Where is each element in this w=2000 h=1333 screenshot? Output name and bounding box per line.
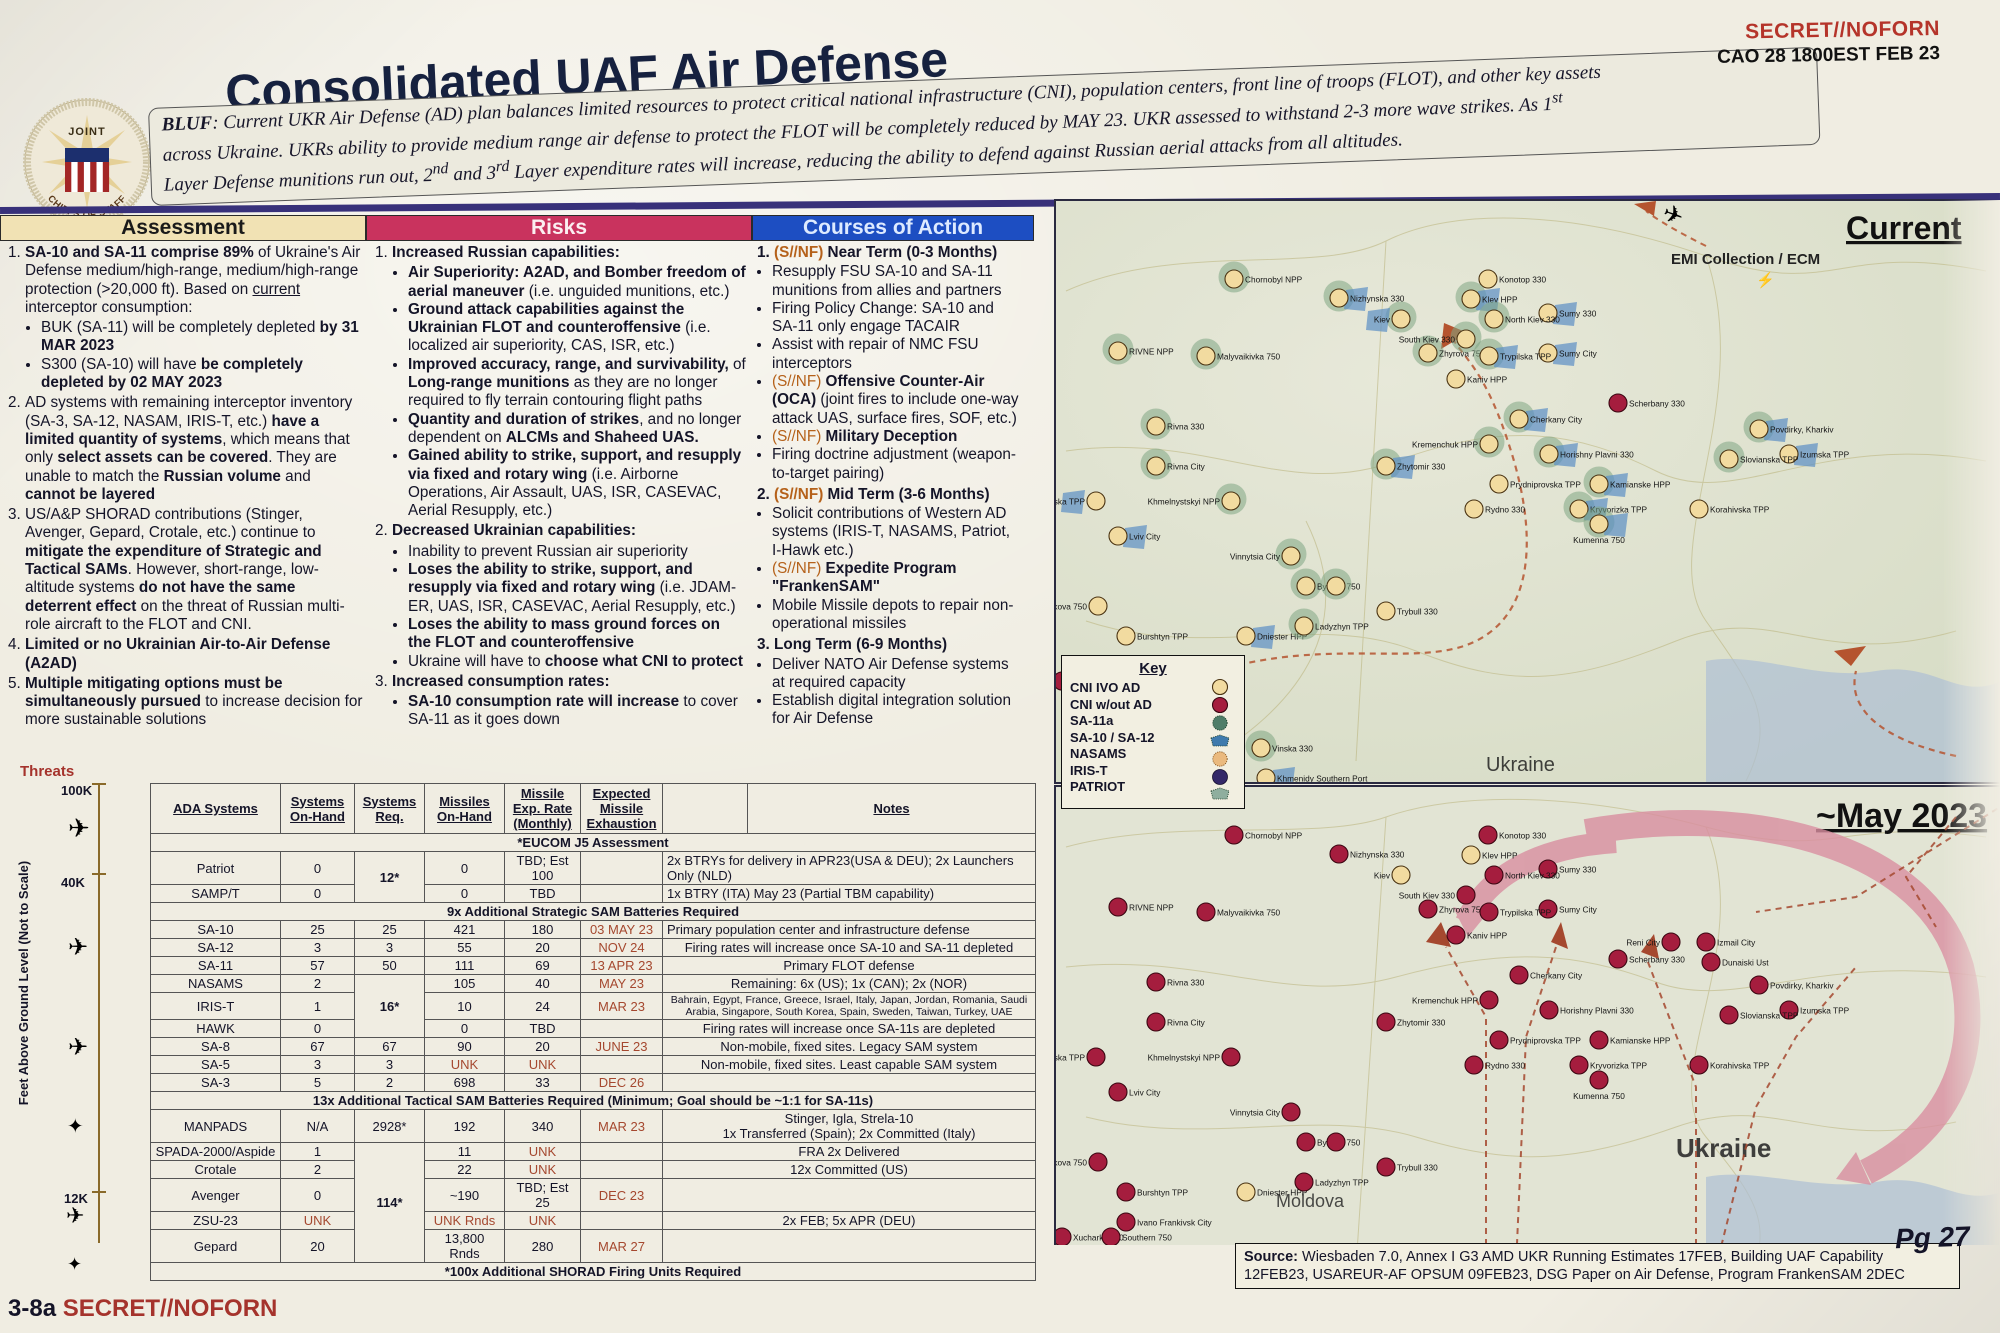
svg-text:North Kiev 330: North Kiev 330 xyxy=(1505,871,1560,881)
svg-text:Burshtyn TPP: Burshtyn TPP xyxy=(1137,1188,1188,1198)
svg-text:Znachkova 750: Znachkova 750 xyxy=(1056,602,1087,612)
svg-text:Kiev: Kiev xyxy=(1374,871,1391,881)
svg-text:Lviv City: Lviv City xyxy=(1129,532,1161,542)
svg-text:Izumska TPP: Izumska TPP xyxy=(1800,1006,1850,1016)
svg-text:Trybull 330: Trybull 330 xyxy=(1397,607,1438,617)
svg-text:Zhyrova 750: Zhyrova 750 xyxy=(1439,905,1486,915)
svg-text:Scherbany 330: Scherbany 330 xyxy=(1629,399,1685,409)
svg-text:Rivna 330: Rivna 330 xyxy=(1167,978,1205,988)
svg-text:Ukraine: Ukraine xyxy=(1486,754,1555,776)
svg-text:Zhytomir 330: Zhytomir 330 xyxy=(1397,462,1446,472)
svg-text:Kamianske HPP: Kamianske HPP xyxy=(1610,480,1671,490)
svg-text:Kaniv HPP: Kaniv HPP xyxy=(1467,931,1508,941)
svg-text:Malyvaikivka 750: Malyvaikivka 750 xyxy=(1217,352,1281,362)
svg-text:Kryvorizka TPP: Kryvorizka TPP xyxy=(1590,1061,1647,1071)
svg-text:Khmelnystskyi NPP: Khmelnystskyi NPP xyxy=(1148,497,1221,507)
svg-text:Kumenna 750: Kumenna 750 xyxy=(1573,535,1625,545)
svg-text:Rivna City: Rivna City xyxy=(1167,462,1206,472)
svg-text:Sumy City: Sumy City xyxy=(1559,905,1598,915)
svg-text:RIVNE NPP: RIVNE NPP xyxy=(1129,903,1174,913)
svg-text:~May 2023: ~May 2023 xyxy=(1816,797,1987,835)
svg-text:Rivna City: Rivna City xyxy=(1167,1018,1206,1028)
svg-text:Sumy City: Sumy City xyxy=(1559,349,1598,359)
svg-text:Sumy 330: Sumy 330 xyxy=(1559,865,1597,875)
svg-text:Povdirky, Kharkiv: Povdirky, Kharkiv xyxy=(1770,981,1834,991)
svg-text:Vinnytsia City: Vinnytsia City xyxy=(1230,552,1281,562)
svg-text:Kumenna 750: Kumenna 750 xyxy=(1573,1091,1625,1101)
svg-text:Rivna 330: Rivna 330 xyxy=(1167,422,1205,432)
svg-text:Nizhynska 330: Nizhynska 330 xyxy=(1350,294,1405,304)
svg-text:Povdirky, Kharkiv: Povdirky, Kharkiv xyxy=(1770,425,1834,435)
svg-text:Kremenchuk HPP: Kremenchuk HPP xyxy=(1412,996,1478,1006)
svg-text:Cherkany City: Cherkany City xyxy=(1530,971,1583,981)
svg-text:Slovianska TPP: Slovianska TPP xyxy=(1740,1011,1799,1021)
svg-text:Trypilska TPP: Trypilska TPP xyxy=(1500,352,1552,362)
svg-text:Kamianske HPP: Kamianske HPP xyxy=(1610,1036,1671,1046)
svg-text:Ladyzhyn TPP: Ladyzhyn TPP xyxy=(1315,622,1369,632)
svg-text:South Kiev 330: South Kiev 330 xyxy=(1399,335,1456,345)
svg-text:Kremenchuk HPP: Kremenchuk HPP xyxy=(1412,440,1478,450)
svg-text:Chornobyl NPP: Chornobyl NPP xyxy=(1245,275,1303,285)
svg-text:Southern 750: Southern 750 xyxy=(1122,1233,1172,1243)
svg-text:Konotop 330: Konotop 330 xyxy=(1499,831,1546,841)
svg-text:Ladyzhyn TPP: Ladyzhyn TPP xyxy=(1315,1178,1369,1188)
svg-text:Korahivska TPP: Korahivska TPP xyxy=(1710,1061,1770,1071)
svg-text:Pobrotvinska TPP: Pobrotvinska TPP xyxy=(1056,497,1085,507)
svg-text:Korahivska TPP: Korahivska TPP xyxy=(1710,505,1770,515)
svg-text:Nizhynska 330: Nizhynska 330 xyxy=(1350,850,1405,860)
svg-text:✈: ✈ xyxy=(1911,782,1933,784)
svg-text:Rydno 330: Rydno 330 xyxy=(1485,505,1526,515)
svg-text:⚡: ⚡ xyxy=(1756,271,1775,289)
svg-text:South Kiev 330: South Kiev 330 xyxy=(1399,891,1456,901)
svg-text:Horishny Plavni 330: Horishny Plavni 330 xyxy=(1560,1006,1634,1016)
svg-text:Izmail City: Izmail City xyxy=(1717,938,1756,948)
svg-text:Lviv City: Lviv City xyxy=(1129,1088,1161,1098)
svg-text:Prydniprovska TPP: Prydniprovska TPP xyxy=(1510,480,1581,490)
svg-text:Burshtyn TPP: Burshtyn TPP xyxy=(1137,632,1188,642)
svg-text:Current: Current xyxy=(1846,210,1962,246)
svg-text:RIVNE NPP: RIVNE NPP xyxy=(1129,347,1174,357)
svg-text:Kaniv HPP: Kaniv HPP xyxy=(1467,375,1508,385)
svg-text:Scherbany 330: Scherbany 330 xyxy=(1629,955,1685,965)
svg-text:Trybull 330: Trybull 330 xyxy=(1397,1163,1438,1173)
svg-text:Cherkany City: Cherkany City xyxy=(1530,415,1583,425)
svg-text:Trypilska TPP: Trypilska TPP xyxy=(1500,908,1552,918)
svg-text:Zhytomir 330: Zhytomir 330 xyxy=(1397,1018,1446,1028)
svg-text:Chornobyl NPP: Chornobyl NPP xyxy=(1245,831,1303,841)
svg-text:Horishny Plavni 330: Horishny Plavni 330 xyxy=(1560,450,1634,460)
svg-text:Dunaiski Ust: Dunaiski Ust xyxy=(1722,958,1769,968)
svg-text:Znachkova 750: Znachkova 750 xyxy=(1056,1158,1087,1168)
svg-text:EMI Collection / ECM: EMI Collection / ECM xyxy=(1671,251,1820,268)
svg-text:Ivano Frankivsk City: Ivano Frankivsk City xyxy=(1137,1218,1213,1228)
svg-text:Khmelnystskyi NPP: Khmelnystskyi NPP xyxy=(1148,1053,1221,1063)
svg-text:Prydniprovska TPP: Prydniprovska TPP xyxy=(1510,1036,1581,1046)
svg-text:Izumska TPP: Izumska TPP xyxy=(1800,450,1850,460)
svg-text:Slovianska TPP: Slovianska TPP xyxy=(1740,455,1799,465)
svg-text:Vinnytsia City: Vinnytsia City xyxy=(1230,1108,1281,1118)
svg-text:Malyvaikivka 750: Malyvaikivka 750 xyxy=(1217,908,1281,918)
svg-text:Vinska 330: Vinska 330 xyxy=(1272,744,1313,754)
svg-text:Reni City: Reni City xyxy=(1626,938,1661,948)
svg-text:North Kiev 330: North Kiev 330 xyxy=(1505,315,1560,325)
svg-text:Klev HPP: Klev HPP xyxy=(1482,851,1518,861)
svg-text:Konotop 330: Konotop 330 xyxy=(1499,275,1546,285)
svg-text:Ukraine: Ukraine xyxy=(1676,1133,1771,1163)
svg-text:JOINT: JOINT xyxy=(68,126,105,138)
svg-text:Pobrotvinska TPP: Pobrotvinska TPP xyxy=(1056,1053,1085,1063)
svg-text:Kiev: Kiev xyxy=(1374,315,1391,325)
svg-text:Sumy 330: Sumy 330 xyxy=(1559,309,1597,319)
svg-text:Rydno 330: Rydno 330 xyxy=(1485,1061,1526,1071)
svg-text:Khmenidy Southern Port: Khmenidy Southern Port xyxy=(1277,774,1368,784)
